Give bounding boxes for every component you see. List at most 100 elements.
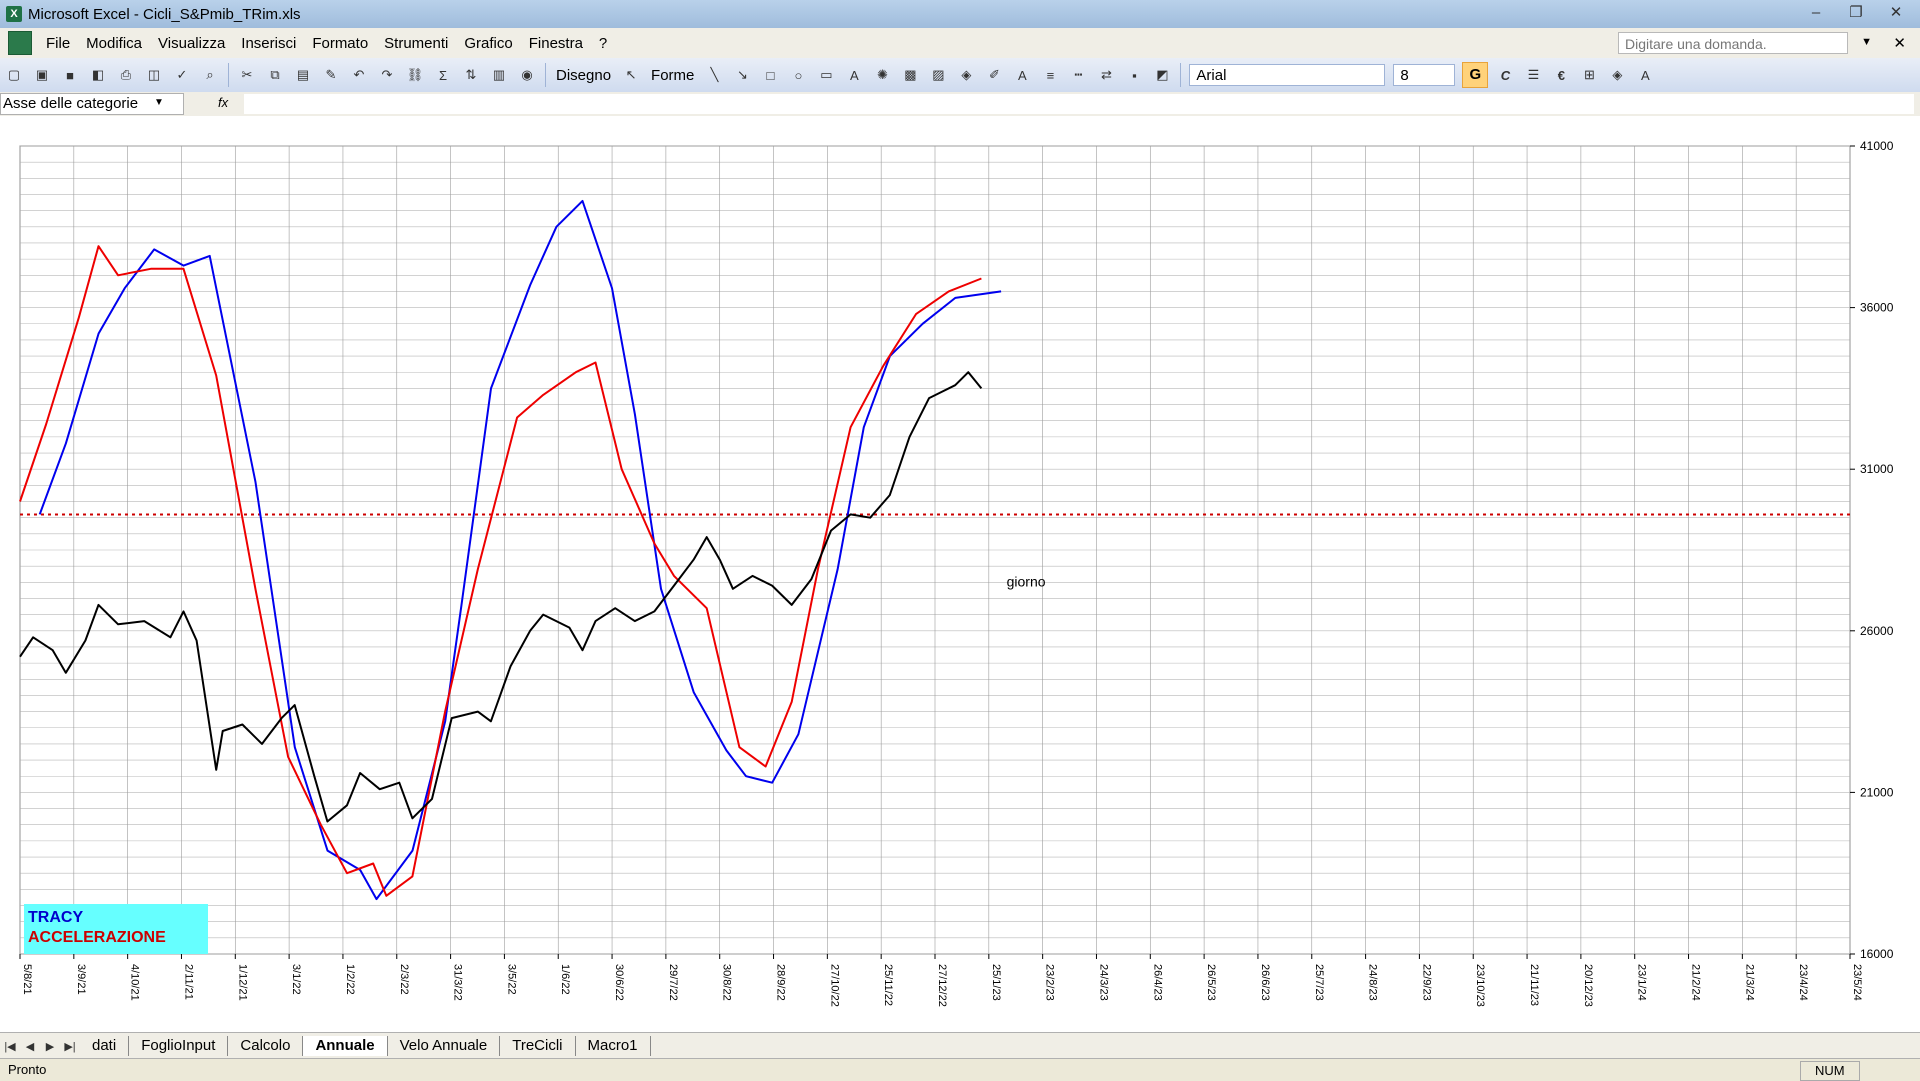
oval-icon[interactable]: ○ bbox=[794, 67, 803, 83]
sort-icon[interactable]: ⇅ bbox=[465, 67, 477, 82]
menu-finestra[interactable]: Finestra bbox=[528, 34, 583, 52]
fill-color-icon[interactable]: ◈ bbox=[1612, 67, 1623, 82]
autosum-icon[interactable]: Σ bbox=[438, 67, 448, 83]
arrow-style-icon[interactable]: ⇄ bbox=[1100, 67, 1112, 82]
x-tick-label: 21/3/24 bbox=[1743, 964, 1755, 1001]
bold-button[interactable]: G bbox=[1462, 62, 1489, 88]
clipart-icon[interactable]: ▩ bbox=[904, 67, 917, 82]
font-color-icon[interactable]: A bbox=[1641, 67, 1650, 83]
workbook-icon[interactable] bbox=[8, 31, 32, 55]
menu-formato[interactable]: Formato bbox=[312, 34, 369, 52]
tab-velo-annuale[interactable]: Velo Annuale bbox=[388, 1036, 501, 1056]
3d-icon[interactable]: ◩ bbox=[1156, 67, 1169, 82]
menu-visualizza[interactable]: Visualizza bbox=[158, 34, 226, 52]
font-name-select[interactable]: Arial bbox=[1189, 64, 1386, 86]
research-icon[interactable]: ⌕ bbox=[206, 67, 214, 82]
sheet-tabs-bar: |◀ ◀ ▶ ▶| dati FoglioInput Calcolo Annua… bbox=[0, 1032, 1920, 1059]
print-icon[interactable]: ⎙ bbox=[120, 67, 132, 82]
legend-item-accelerazione: ACCELERAZIONE bbox=[28, 929, 166, 946]
shadow-icon[interactable]: ▪ bbox=[1132, 67, 1137, 83]
hyperlink-icon[interactable]: ⛓ bbox=[406, 67, 424, 82]
chart-wizard-icon[interactable]: ▥ bbox=[492, 67, 506, 82]
line-icon[interactable]: ╲ bbox=[710, 67, 719, 82]
format-painter-icon[interactable]: ✎ bbox=[325, 67, 337, 82]
menu-grafico[interactable]: Grafico bbox=[464, 34, 513, 52]
first-sheet-button[interactable]: |◀ bbox=[4, 1040, 16, 1053]
line-style-icon[interactable]: ≡ bbox=[1046, 67, 1055, 83]
tab-dati[interactable]: dati bbox=[80, 1036, 130, 1056]
menu-help[interactable]: ? bbox=[598, 34, 608, 52]
euro-button[interactable]: € bbox=[1557, 67, 1565, 83]
arrow-icon[interactable]: ↘ bbox=[736, 67, 748, 82]
formula-input[interactable] bbox=[244, 94, 1914, 114]
font-color-icon[interactable]: A bbox=[1018, 67, 1027, 83]
toolbar-separator bbox=[228, 63, 229, 87]
cut-icon[interactable]: ✂ bbox=[241, 67, 253, 82]
x-tick-label: 3/1/22 bbox=[290, 964, 302, 995]
series-line-tracy bbox=[38, 199, 1002, 901]
align-icon[interactable]: ☰ bbox=[1527, 67, 1540, 82]
last-sheet-button[interactable]: ▶| bbox=[64, 1040, 76, 1053]
print-preview-icon[interactable]: ◫ bbox=[147, 67, 161, 82]
undo-icon[interactable]: ↶ bbox=[353, 67, 365, 82]
redo-icon[interactable]: ↷ bbox=[381, 67, 393, 82]
x-tick-label: 26/4/23 bbox=[1151, 964, 1163, 1001]
draw-menu-button[interactable]: Disegno bbox=[556, 66, 612, 84]
series-label: giorno bbox=[1007, 573, 1046, 589]
diagram-icon[interactable]: ✺ bbox=[876, 67, 888, 82]
name-box[interactable]: Asse delle categorie bbox=[0, 93, 184, 115]
paste-icon[interactable]: ▤ bbox=[296, 67, 310, 82]
y-tick-label: 26000 bbox=[1860, 624, 1894, 638]
x-tick-label: 20/12/23 bbox=[1582, 964, 1594, 1007]
menu-modifica[interactable]: Modifica bbox=[86, 34, 143, 52]
borders-icon[interactable]: ⊞ bbox=[1583, 67, 1595, 82]
restore-button[interactable]: ❐ bbox=[1849, 4, 1863, 21]
menu-inserisci[interactable]: Inserisci bbox=[241, 34, 297, 52]
excel-app-icon[interactable]: X bbox=[6, 6, 22, 22]
menu-strumenti[interactable]: Strumenti bbox=[384, 34, 449, 52]
open-icon[interactable]: ▣ bbox=[35, 67, 49, 82]
copy-icon[interactable]: ⧉ bbox=[270, 67, 280, 82]
save-icon[interactable]: ■ bbox=[66, 67, 74, 83]
chevron-down-icon[interactable]: ▼ bbox=[154, 97, 164, 108]
fx-button[interactable]: fx bbox=[218, 95, 229, 110]
chart-area[interactable]: 5/8/21 3/9/21 4/10/21 2/11/21 1/12/21 3/1/22 1… bbox=[0, 116, 1920, 1032]
status-text: Pronto bbox=[8, 1062, 47, 1077]
permission-icon[interactable]: ◧ bbox=[91, 67, 105, 82]
spelling-icon[interactable]: ✓ bbox=[176, 67, 188, 82]
line-chart[interactable]: 5/8/21 3/9/21 4/10/21 2/11/21 1/12/21 3/1/22 1… bbox=[0, 116, 1920, 1032]
next-sheet-button[interactable]: ▶ bbox=[45, 1040, 55, 1053]
line-color-icon[interactable]: ✐ bbox=[988, 67, 1000, 82]
select-objects-icon[interactable]: ↖ bbox=[625, 67, 637, 82]
x-tick-label: 3/5/22 bbox=[505, 964, 517, 995]
y-tick-label: 41000 bbox=[1860, 139, 1894, 153]
font-size-select[interactable]: 8 bbox=[1393, 64, 1456, 86]
tab-foglioinput[interactable]: FoglioInput bbox=[129, 1036, 229, 1056]
chevron-down-icon[interactable]: ▼ bbox=[1861, 36, 1872, 48]
tab-calcolo[interactable]: Calcolo bbox=[228, 1036, 304, 1056]
toolbar: ▢ ▣ ■ ◧ ⎙ ◫ ✓ ⌕ ✂ ⧉ ▤ ✎ ↶ ↷ ⛓ Σ ⇅ ▥ ◉ Di… bbox=[0, 58, 1920, 93]
menu-file[interactable]: File bbox=[46, 34, 71, 52]
new-icon[interactable]: ▢ bbox=[7, 67, 21, 82]
close-button[interactable]: ✕ bbox=[1889, 4, 1903, 21]
dash-style-icon[interactable]: ┅ bbox=[1074, 67, 1083, 82]
chart-legend[interactable]: TRACY ACCELERAZIONE bbox=[24, 904, 208, 954]
textbox-icon[interactable]: ▭ bbox=[820, 67, 833, 82]
rectangle-icon[interactable]: □ bbox=[766, 67, 775, 83]
italic-button[interactable]: C bbox=[1500, 67, 1511, 83]
minimize-button[interactable]: ‒ bbox=[1811, 4, 1821, 21]
tab-macro1[interactable]: Macro1 bbox=[576, 1036, 651, 1056]
prev-sheet-button[interactable]: ◀ bbox=[25, 1040, 35, 1053]
tab-trecicli[interactable]: TreCicli bbox=[500, 1036, 576, 1056]
ask-question-input[interactable]: Digitare una domanda. bbox=[1618, 32, 1848, 54]
picture-icon[interactable]: ▨ bbox=[932, 67, 945, 82]
x-tick-label: 1/6/22 bbox=[559, 964, 571, 995]
x-tick-label: 25/11/22 bbox=[882, 964, 894, 1006]
fill-color-icon[interactable]: ◈ bbox=[961, 67, 972, 82]
x-tick-label: 24/8/23 bbox=[1367, 964, 1379, 1001]
wordart-icon[interactable]: A bbox=[850, 67, 859, 83]
shapes-menu-button[interactable]: Forme bbox=[651, 66, 695, 84]
help-icon[interactable]: ◉ bbox=[521, 67, 533, 82]
tab-annuale[interactable]: Annuale bbox=[303, 1036, 388, 1056]
workbook-close-button[interactable]: ✕ bbox=[1893, 35, 1906, 52]
